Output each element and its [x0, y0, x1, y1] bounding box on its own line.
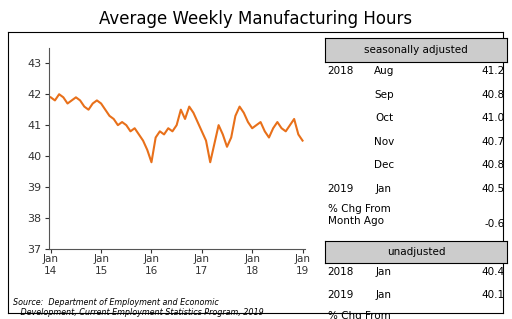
Text: unadjusted: unadjusted — [387, 247, 445, 257]
Text: Dec: Dec — [374, 160, 394, 170]
Text: Oct: Oct — [375, 113, 393, 123]
Text: 41.0: 41.0 — [481, 113, 504, 123]
Text: Jan: Jan — [376, 184, 392, 194]
Text: Jan: Jan — [376, 267, 392, 277]
Text: 40.8: 40.8 — [481, 90, 504, 100]
Text: Sep: Sep — [374, 90, 394, 100]
Text: 2019: 2019 — [328, 184, 354, 194]
Text: 40.8: 40.8 — [481, 160, 504, 170]
Text: Aug: Aug — [374, 66, 394, 76]
Text: -0.6: -0.6 — [484, 219, 504, 229]
Text: 41.2: 41.2 — [481, 66, 504, 76]
Text: 2018: 2018 — [328, 267, 354, 277]
Text: 2018: 2018 — [328, 66, 354, 76]
Text: 40.5: 40.5 — [481, 184, 504, 194]
Text: Source:  Department of Employment and Economic
   Development, Current Employmen: Source: Department of Employment and Eco… — [13, 298, 264, 317]
Text: Jan: Jan — [376, 290, 392, 300]
Text: % Chg From
Year Ago: % Chg From Year Ago — [328, 311, 391, 319]
Text: seasonally adjusted: seasonally adjusted — [364, 45, 468, 55]
Text: 2019: 2019 — [328, 290, 354, 300]
Text: 40.7: 40.7 — [481, 137, 504, 147]
Text: Average Weekly Manufacturing Hours: Average Weekly Manufacturing Hours — [99, 10, 413, 27]
Text: Nov: Nov — [374, 137, 394, 147]
Text: 40.4: 40.4 — [481, 267, 504, 277]
Text: 40.1: 40.1 — [481, 290, 504, 300]
Text: % Chg From
Month Ago: % Chg From Month Ago — [328, 204, 391, 226]
